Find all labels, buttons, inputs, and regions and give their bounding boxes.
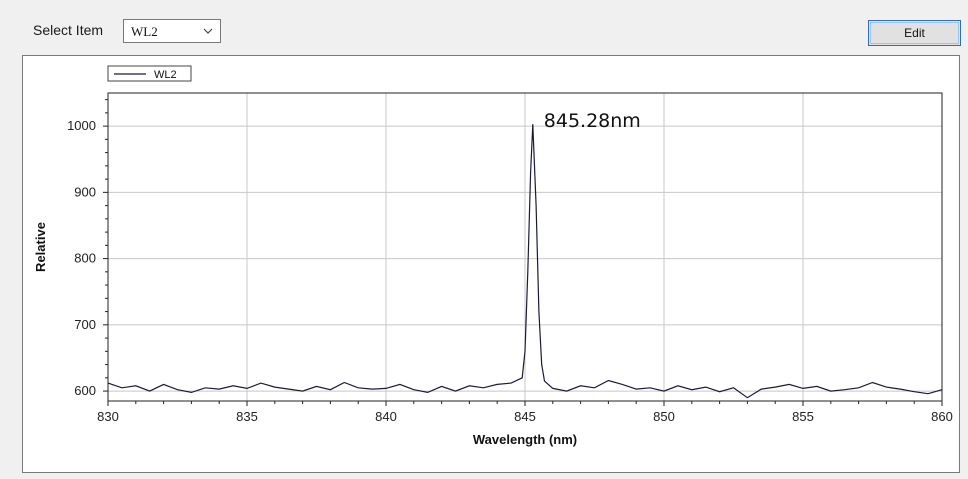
y-ticks: 600 700 800 900 1000 [67, 99, 108, 398]
x-tick-label: 835 [236, 409, 258, 424]
x-tick-label: 840 [375, 409, 397, 424]
select-item-dropdown[interactable]: WL2 [123, 19, 221, 43]
x-tick-label: 845 [514, 409, 536, 424]
x-tick-label: 830 [97, 409, 119, 424]
x-tick-label: 850 [653, 409, 675, 424]
x-tick-label: 855 [792, 409, 814, 424]
legend-label: WL2 [154, 69, 177, 81]
peak-annotation: 845.28nm [544, 110, 641, 132]
legend: WL2 [107, 65, 192, 82]
y-axis-title: Relative [33, 222, 48, 272]
chevron-down-icon [203, 28, 213, 34]
y-tick-label: 900 [74, 184, 96, 199]
series-line-wl2 [107, 124, 943, 399]
edit-button[interactable]: Edit [868, 20, 961, 46]
x-axis-title: Wavelength (nm) [473, 432, 577, 447]
y-tick-label: 600 [74, 383, 96, 398]
x-ticks: 830 835 840 845 850 855 860 [97, 401, 953, 424]
selected-item-value: WL2 [131, 24, 158, 39]
y-tick-label: 700 [74, 317, 96, 332]
toolbar: Select Item WL2 Edit [0, 0, 968, 52]
y-tick-label: 1000 [67, 118, 96, 133]
gridlines [108, 93, 942, 401]
legend-box [107, 65, 192, 82]
select-item-label: Select Item [33, 22, 104, 38]
series-lines [107, 124, 943, 399]
spectrum-chart: 600 700 800 900 1000 830 835 840 845 850 855 860 8… [33, 65, 953, 447]
chart-panel: 600 700 800 900 1000 830 835 840 845 850 855 860 8… [22, 55, 960, 473]
y-tick-label: 800 [74, 251, 96, 266]
x-tick-label: 860 [931, 409, 953, 424]
annotations: 845.28nm [544, 110, 641, 132]
